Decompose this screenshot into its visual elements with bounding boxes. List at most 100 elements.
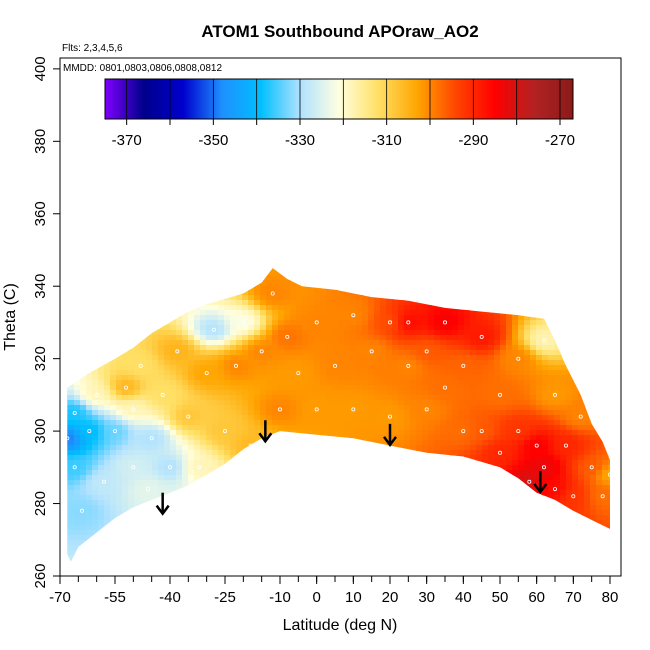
heatmap-cell — [536, 330, 543, 336]
heatmap-cell — [392, 240, 399, 246]
heatmap-cell — [470, 290, 477, 296]
heatmap-cell — [458, 295, 465, 301]
heatmap-cell — [578, 345, 585, 351]
heatmap-cell — [602, 290, 609, 296]
heatmap-cell — [182, 305, 189, 311]
heatmap-cell — [374, 475, 381, 481]
heatmap-cell — [104, 385, 111, 391]
heatmap-cell — [164, 355, 171, 361]
heatmap-cell — [602, 325, 609, 331]
heatmap-cell — [362, 435, 369, 441]
heatmap-cell — [356, 340, 363, 346]
heatmap-cell — [392, 420, 399, 426]
heatmap-cell — [68, 275, 75, 281]
heatmap-cell — [572, 240, 579, 246]
heatmap-cell — [200, 500, 207, 506]
heatmap-cell — [608, 305, 611, 311]
heatmap-cell — [428, 355, 435, 361]
heatmap-cell — [296, 285, 303, 291]
heatmap-cell — [560, 300, 567, 306]
heatmap-cell — [530, 325, 537, 331]
heatmap-cell — [350, 445, 357, 451]
heatmap-cell — [200, 350, 207, 356]
heatmap-cell — [452, 400, 459, 406]
heatmap-cell — [224, 250, 231, 256]
heatmap-cell — [464, 345, 471, 351]
heatmap-cell — [602, 260, 609, 266]
heatmap-cell — [140, 275, 147, 281]
heatmap-cell — [212, 315, 219, 321]
heatmap-cell — [284, 390, 291, 396]
heatmap-cell — [248, 440, 255, 446]
heatmap-cell — [218, 335, 225, 341]
heatmap-cell — [596, 420, 603, 426]
heatmap-cell — [560, 465, 567, 471]
heatmap-cell — [344, 275, 351, 281]
heatmap-cell — [392, 255, 399, 261]
heatmap-cell — [410, 280, 417, 286]
heatmap-cell — [314, 410, 321, 416]
heatmap-cell — [356, 235, 363, 241]
heatmap-cell — [470, 395, 477, 401]
heatmap-cell — [398, 315, 405, 321]
heatmap-cell — [170, 275, 177, 281]
heatmap-cell — [602, 245, 609, 251]
heatmap-cell — [320, 450, 327, 456]
heatmap-cell — [542, 290, 549, 296]
heatmap-cell — [476, 335, 483, 341]
heatmap-cell — [164, 280, 171, 286]
heatmap-cell — [230, 320, 237, 326]
heatmap-cell — [578, 405, 585, 411]
heatmap-cell — [398, 340, 405, 346]
heatmap-cell — [278, 260, 285, 266]
heatmap-cell — [416, 240, 423, 246]
heatmap-cell — [464, 245, 471, 251]
heatmap-cell — [530, 345, 537, 351]
heatmap-cell — [176, 495, 183, 501]
heatmap-cell — [164, 245, 171, 251]
heatmap-cell — [236, 315, 243, 321]
heatmap-cell — [182, 235, 189, 241]
heatmap-cell — [326, 465, 333, 471]
heatmap-cell — [464, 405, 471, 411]
heatmap-cell — [272, 300, 279, 306]
heatmap-cell — [326, 235, 333, 241]
heatmap-cell — [524, 385, 531, 391]
heatmap-cell — [128, 250, 135, 256]
heatmap-cell — [374, 240, 381, 246]
heatmap-cell — [494, 330, 501, 336]
heatmap-cell — [368, 275, 375, 281]
heatmap-cell — [596, 415, 603, 421]
heatmap-cell — [104, 430, 111, 436]
heatmap-cell — [506, 290, 513, 296]
heatmap-cell — [332, 320, 339, 326]
heatmap-cell — [260, 250, 267, 256]
heatmap-cell — [98, 405, 105, 411]
heatmap-cell — [470, 485, 477, 491]
heatmap-cell — [74, 250, 81, 256]
heatmap-cell — [116, 270, 123, 276]
heatmap-cell — [548, 420, 555, 426]
heatmap-cell — [488, 280, 495, 286]
heatmap-cell — [212, 415, 219, 421]
heatmap-cell — [74, 340, 81, 346]
heatmap-cell — [212, 300, 219, 306]
heatmap-cell — [140, 480, 147, 486]
heatmap-cell — [68, 240, 75, 246]
heatmap-cell — [374, 255, 381, 261]
heatmap-cell — [488, 260, 495, 266]
heatmap-cell — [326, 405, 333, 411]
heatmap-cell — [350, 430, 357, 436]
heatmap-cell — [158, 370, 165, 376]
heatmap-cell — [596, 250, 603, 256]
heatmap-cell — [596, 310, 603, 316]
heatmap-cell — [422, 375, 429, 381]
heatmap-cell — [272, 345, 279, 351]
heatmap-cell — [110, 420, 117, 426]
heatmap-cell — [110, 230, 117, 236]
heatmap-cell — [602, 475, 609, 481]
heatmap-cell — [602, 485, 609, 491]
heatmap-cell — [368, 430, 375, 436]
heatmap-cell — [518, 355, 525, 361]
heatmap-cell — [134, 235, 141, 241]
